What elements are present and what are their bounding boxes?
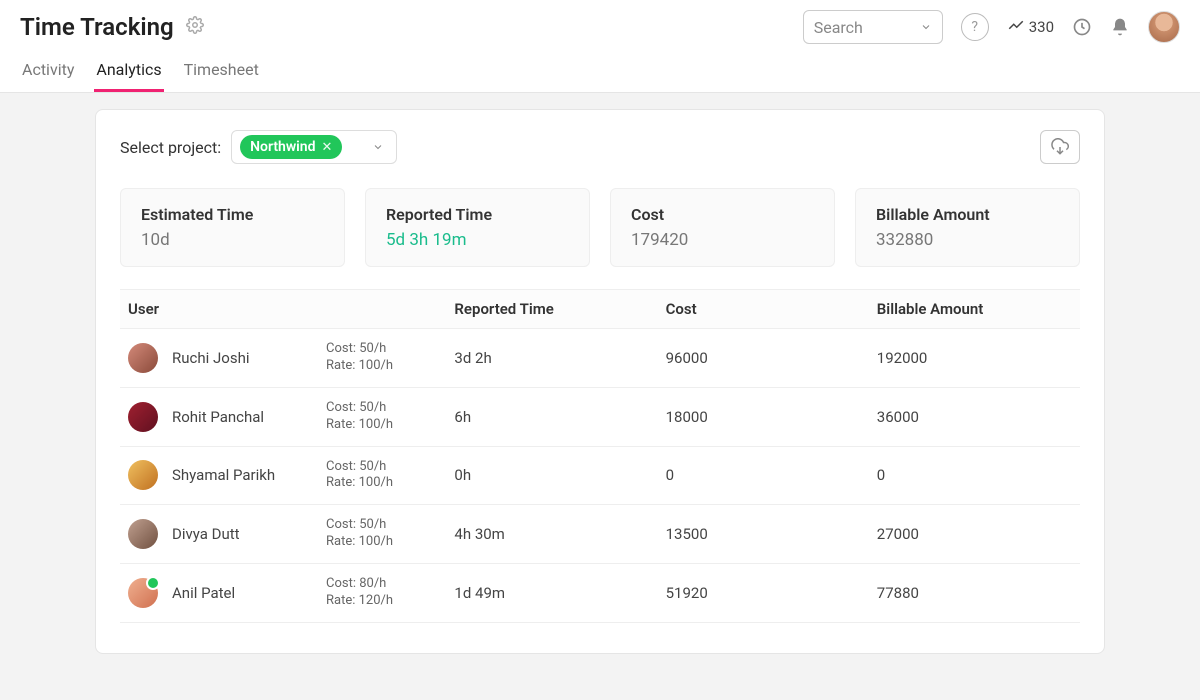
chevron-down-icon — [920, 18, 932, 37]
summary-value: 10d — [141, 230, 324, 250]
reported-time-cell: 0h — [446, 446, 657, 505]
user-name: Anil Patel — [172, 584, 312, 602]
table-row[interactable]: Divya Dutt Cost: 50/hRate: 100/h 4h 30m135… — [120, 505, 1080, 564]
summary-row: Estimated Time 10d Reported Time 5d 3h 19m C… — [120, 188, 1080, 267]
tab-analytics[interactable]: Analytics — [94, 54, 163, 92]
rate-info: Cost: 50/hRate: 100/h — [326, 459, 393, 493]
header: Time Tracking Search ? 330 — [0, 0, 1200, 93]
table-row[interactable]: Ruchi Joshi Cost: 50/hRate: 100/h 3d 2h960… — [120, 329, 1080, 388]
table-header-row: UserReported TimeCostBillable Amount — [120, 290, 1080, 329]
avatar[interactable] — [128, 460, 158, 490]
tab-timesheet[interactable]: Timesheet — [182, 54, 261, 92]
user-avatar[interactable] — [1148, 11, 1180, 43]
summary-label: Reported Time — [386, 205, 569, 224]
summary-card: Reported Time 5d 3h 19m — [365, 188, 590, 267]
bell-icon[interactable] — [1110, 17, 1130, 37]
export-button[interactable] — [1040, 130, 1080, 164]
main-container: Select project: Northwind ✕ Estimated Ti… — [0, 93, 1200, 670]
cloud-download-icon — [1051, 138, 1069, 156]
reported-time-cell: 6h — [446, 387, 657, 446]
rate-info: Cost: 80/hRate: 120/h — [326, 576, 393, 610]
reported-time-cell: 3d 2h — [446, 329, 657, 388]
user-name: Rohit Panchal — [172, 408, 312, 426]
tab-activity[interactable]: Activity — [20, 54, 76, 92]
table-row[interactable]: Shyamal ParikhCost: 50/hRate: 100/h0h00 — [120, 446, 1080, 505]
reported-time-cell: 1d 49m — [446, 564, 657, 623]
billable-cell: 77880 — [869, 564, 1080, 623]
avatar[interactable] — [128, 578, 158, 608]
page-title: Time Tracking — [20, 13, 174, 41]
billable-cell: 36000 — [869, 387, 1080, 446]
chevron-down-icon — [372, 138, 384, 157]
cost-cell: 96000 — [658, 329, 869, 388]
summary-card: Estimated Time 10d — [120, 188, 345, 267]
clock-icon[interactable] — [1072, 17, 1092, 37]
search-placeholder: Search — [814, 18, 863, 37]
user-cell: Ruchi Joshi Cost: 50/hRate: 100/h — [120, 329, 446, 388]
billable-cell: 0 — [869, 446, 1080, 505]
column-header[interactable]: Reported Time — [446, 290, 657, 329]
avatar[interactable] — [128, 402, 158, 432]
chart-line-icon — [1007, 16, 1025, 38]
project-select[interactable]: Northwind ✕ — [231, 130, 397, 164]
summary-card: Billable Amount 332880 — [855, 188, 1080, 267]
analytics-card: Select project: Northwind ✕ Estimated Ti… — [95, 109, 1105, 654]
karma-counter[interactable]: 330 — [1007, 16, 1054, 38]
close-icon[interactable]: ✕ — [322, 140, 333, 155]
summary-value: 179420 — [631, 230, 814, 250]
column-header[interactable]: Billable Amount — [869, 290, 1080, 329]
rate-info: Cost: 50/hRate: 100/h — [326, 400, 393, 434]
user-cell: Anil Patel Cost: 80/hRate: 120/h — [120, 564, 446, 623]
cost-cell: 0 — [658, 446, 869, 505]
project-chip[interactable]: Northwind ✕ — [240, 135, 342, 159]
user-cell: Rohit Panchal Cost: 50/hRate: 100/h — [120, 387, 446, 446]
summary-label: Cost — [631, 205, 814, 224]
avatar[interactable] — [128, 343, 158, 373]
cost-cell: 51920 — [658, 564, 869, 623]
summary-label: Billable Amount — [876, 205, 1059, 224]
project-chip-label: Northwind — [250, 139, 315, 155]
summary-value: 332880 — [876, 230, 1059, 250]
cost-cell: 18000 — [658, 387, 869, 446]
rate-info: Cost: 50/hRate: 100/h — [326, 341, 393, 375]
reported-time-cell: 4h 30m — [446, 505, 657, 564]
tabs: Activity Analytics Timesheet — [20, 54, 1180, 92]
search-input[interactable]: Search — [803, 10, 943, 44]
karma-value: 330 — [1029, 18, 1054, 36]
user-name: Divya Dutt — [172, 525, 312, 543]
summary-card: Cost 179420 — [610, 188, 835, 267]
avatar[interactable] — [128, 519, 158, 549]
analytics-table: UserReported TimeCostBillable Amount Ruc… — [120, 289, 1080, 623]
rate-info: Cost: 50/hRate: 100/h — [326, 517, 393, 551]
summary-value: 5d 3h 19m — [386, 230, 569, 250]
billable-cell: 27000 — [869, 505, 1080, 564]
summary-label: Estimated Time — [141, 205, 324, 224]
column-header[interactable]: Cost — [658, 290, 869, 329]
cost-cell: 13500 — [658, 505, 869, 564]
gear-icon[interactable] — [186, 16, 204, 38]
column-header[interactable]: User — [120, 290, 446, 329]
table-row[interactable]: Anil Patel Cost: 80/hRate: 120/h 1d 49m519… — [120, 564, 1080, 623]
user-name: Ruchi Joshi — [172, 349, 312, 367]
table-row[interactable]: Rohit Panchal Cost: 50/hRate: 100/h 6h1800… — [120, 387, 1080, 446]
help-icon[interactable]: ? — [961, 13, 989, 41]
user-name: Shyamal Parikh — [172, 466, 312, 484]
table-body: Ruchi Joshi Cost: 50/hRate: 100/h 3d 2h960… — [120, 329, 1080, 623]
user-cell: Shyamal Parikh Cost: 50/hRate: 100/h — [120, 446, 446, 505]
project-select-label: Select project: — [120, 138, 221, 157]
billable-cell: 192000 — [869, 329, 1080, 388]
user-cell: Divya Dutt Cost: 50/hRate: 100/h — [120, 505, 446, 564]
